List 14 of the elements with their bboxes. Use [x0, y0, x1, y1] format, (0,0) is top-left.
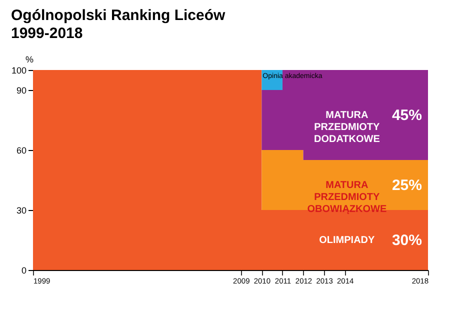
- data-label: 45%: [392, 107, 422, 124]
- y-tick-label: 60: [16, 146, 26, 156]
- series-label: OLIMPIADY: [319, 235, 376, 246]
- y-tick-label: 100: [11, 66, 26, 76]
- data-label: 25%: [392, 177, 422, 194]
- data-label: 30%: [392, 232, 422, 249]
- series-label: MATURA PRZEDMIOTY OBOWIĄZKOWE: [307, 180, 387, 215]
- y-tick-label: 30: [16, 206, 26, 216]
- series-label: MATURA PRZEDMIOTY DODATKOWE: [314, 110, 380, 145]
- chart-title: Ogólnopolski Ranking Liceów: [10, 7, 226, 24]
- chart-subtitle: 1999-2018: [10, 25, 83, 42]
- y-axis-title: %: [25, 54, 34, 64]
- y-tick-label: 90: [16, 86, 26, 96]
- y-tick-label: 0: [21, 266, 26, 276]
